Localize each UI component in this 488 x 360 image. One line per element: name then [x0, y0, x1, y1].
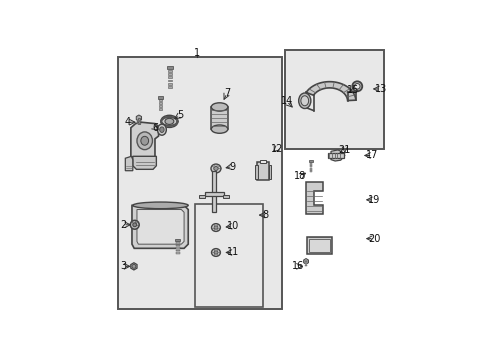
- Text: 12: 12: [270, 144, 283, 153]
- Bar: [168, 80, 172, 81]
- Ellipse shape: [141, 136, 148, 145]
- Text: 19: 19: [367, 195, 379, 205]
- Polygon shape: [131, 122, 158, 157]
- Text: 18: 18: [294, 171, 306, 181]
- Polygon shape: [125, 156, 133, 171]
- Polygon shape: [137, 210, 183, 244]
- Text: 14: 14: [280, 96, 292, 107]
- Bar: [304, 261, 307, 262]
- Ellipse shape: [298, 93, 310, 108]
- Bar: [168, 76, 172, 78]
- Ellipse shape: [214, 251, 218, 254]
- Ellipse shape: [354, 84, 359, 89]
- Bar: [309, 239, 330, 252]
- Bar: [255, 165, 257, 179]
- Bar: [137, 118, 140, 123]
- Ellipse shape: [132, 264, 136, 268]
- Bar: [199, 195, 205, 198]
- Text: 17: 17: [366, 150, 378, 161]
- Bar: [158, 108, 162, 110]
- Polygon shape: [305, 182, 322, 214]
- Text: 3: 3: [120, 261, 126, 271]
- Bar: [260, 160, 265, 163]
- Bar: [158, 105, 162, 107]
- Bar: [212, 171, 216, 212]
- Bar: [223, 195, 228, 198]
- Bar: [204, 192, 224, 195]
- Bar: [176, 252, 179, 254]
- Text: 13: 13: [374, 84, 386, 94]
- Text: 8: 8: [262, 210, 268, 220]
- Ellipse shape: [160, 127, 164, 132]
- Bar: [176, 242, 179, 244]
- Bar: [309, 168, 312, 170]
- Polygon shape: [305, 82, 355, 100]
- Bar: [268, 165, 270, 179]
- Bar: [168, 86, 172, 87]
- Ellipse shape: [130, 220, 139, 229]
- Bar: [137, 121, 141, 122]
- Bar: [327, 153, 344, 158]
- Text: 5: 5: [177, 110, 183, 120]
- Polygon shape: [330, 150, 344, 161]
- Bar: [176, 247, 179, 249]
- Bar: [175, 239, 180, 242]
- Bar: [167, 67, 173, 69]
- Bar: [304, 259, 307, 261]
- Text: 16: 16: [291, 261, 303, 271]
- Ellipse shape: [300, 96, 308, 106]
- Bar: [158, 102, 162, 104]
- Ellipse shape: [211, 103, 227, 111]
- Text: 7: 7: [224, 88, 230, 98]
- Ellipse shape: [210, 164, 221, 173]
- Ellipse shape: [133, 223, 137, 227]
- Text: 10: 10: [226, 221, 238, 231]
- Ellipse shape: [211, 249, 220, 256]
- Polygon shape: [132, 205, 188, 248]
- Ellipse shape: [133, 202, 188, 209]
- Bar: [309, 163, 312, 165]
- Ellipse shape: [157, 124, 166, 135]
- Bar: [137, 120, 141, 121]
- Bar: [176, 250, 179, 251]
- Bar: [257, 162, 268, 180]
- Bar: [117, 57, 282, 309]
- Bar: [309, 166, 312, 167]
- Text: 11: 11: [226, 247, 238, 257]
- Text: 4: 4: [124, 117, 130, 127]
- Bar: [168, 73, 172, 75]
- Ellipse shape: [214, 226, 218, 229]
- Bar: [211, 107, 227, 129]
- Bar: [168, 70, 172, 72]
- Ellipse shape: [161, 115, 178, 127]
- Polygon shape: [130, 263, 137, 270]
- Bar: [176, 245, 179, 246]
- Bar: [308, 160, 312, 162]
- Bar: [158, 96, 163, 99]
- Text: 9: 9: [229, 162, 235, 172]
- Ellipse shape: [211, 224, 220, 231]
- Bar: [195, 204, 263, 307]
- Bar: [158, 99, 162, 102]
- Ellipse shape: [137, 132, 152, 150]
- Ellipse shape: [164, 118, 173, 125]
- Polygon shape: [303, 258, 308, 264]
- Text: 6: 6: [152, 123, 158, 133]
- Bar: [309, 170, 312, 172]
- Text: 15: 15: [346, 85, 359, 95]
- Polygon shape: [133, 156, 156, 169]
- Text: 2: 2: [120, 220, 126, 230]
- Ellipse shape: [213, 167, 218, 170]
- Polygon shape: [136, 115, 141, 121]
- Bar: [285, 50, 383, 149]
- Bar: [307, 237, 332, 254]
- Bar: [304, 265, 307, 266]
- Text: 1: 1: [193, 48, 199, 58]
- Bar: [168, 82, 172, 85]
- Text: 21: 21: [338, 145, 350, 155]
- Ellipse shape: [351, 81, 362, 91]
- Text: 20: 20: [367, 234, 379, 244]
- Bar: [304, 263, 307, 264]
- Ellipse shape: [211, 125, 227, 133]
